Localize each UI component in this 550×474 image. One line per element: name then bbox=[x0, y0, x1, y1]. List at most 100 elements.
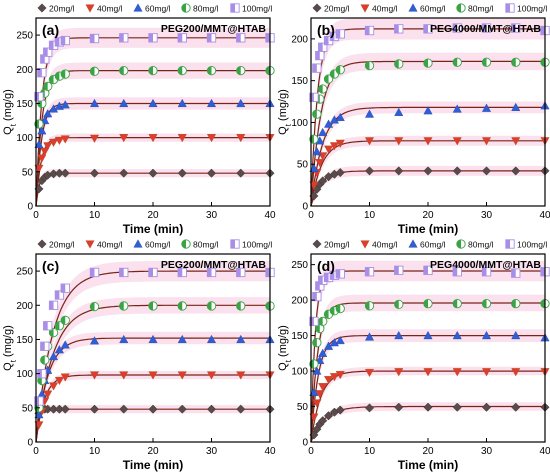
data-point bbox=[148, 371, 158, 380]
data-point bbox=[481, 57, 492, 67]
data-point bbox=[60, 340, 70, 349]
x-tick-label: 10 bbox=[364, 210, 376, 221]
x-tick-label: 10 bbox=[89, 210, 101, 221]
x-tick-label: 0 bbox=[308, 446, 314, 457]
data-point bbox=[481, 299, 492, 309]
data-point bbox=[309, 413, 319, 422]
data-point bbox=[119, 404, 129, 414]
data-point bbox=[423, 24, 433, 34]
data-point bbox=[364, 301, 375, 311]
data-point bbox=[364, 332, 375, 341]
data-point bbox=[318, 176, 328, 186]
data-point bbox=[148, 334, 158, 344]
data-point bbox=[335, 139, 345, 148]
data-point bbox=[324, 145, 334, 154]
x-tick-label: 0 bbox=[308, 210, 314, 221]
legend-marker bbox=[312, 239, 322, 249]
data-point bbox=[40, 147, 50, 156]
legend-label: 80mg/l bbox=[468, 240, 494, 250]
y-tick-label: 250 bbox=[291, 260, 308, 271]
confidence-band bbox=[36, 260, 270, 442]
data-point bbox=[312, 291, 322, 302]
data-point bbox=[40, 341, 50, 351]
data-point bbox=[318, 127, 328, 137]
confidence-band bbox=[36, 297, 270, 442]
data-point bbox=[177, 334, 187, 344]
data-point bbox=[148, 98, 158, 108]
data-point bbox=[364, 368, 375, 378]
data-point bbox=[423, 58, 433, 68]
panel-label: (a) bbox=[42, 22, 59, 38]
data-point bbox=[394, 330, 404, 340]
data-point bbox=[335, 29, 345, 39]
data-point bbox=[206, 267, 217, 278]
x-tick-label: 0 bbox=[33, 210, 39, 221]
chart-panel: 20mg/l 40mg/l 60mg/l 80mg/l 100mg/l 0 10 20 30 40… bbox=[277, 3, 550, 236]
data-point bbox=[312, 109, 322, 119]
x-tick-label: 30 bbox=[206, 446, 218, 457]
confidence-band bbox=[36, 331, 270, 442]
data-point bbox=[206, 65, 217, 76]
data-point bbox=[119, 334, 129, 344]
legend-marker bbox=[230, 3, 240, 13]
chart-panel: 20mg/l 40mg/l 60mg/l 80mg/l 100mg/l 0 10 20 30 40… bbox=[2, 3, 276, 236]
data-point bbox=[511, 330, 521, 340]
legend-marker bbox=[85, 4, 95, 13]
data-point bbox=[452, 368, 462, 377]
data-point bbox=[335, 112, 345, 121]
data-point bbox=[423, 265, 433, 275]
legend-label: 100mg/l bbox=[517, 4, 547, 14]
data-point bbox=[60, 135, 70, 144]
legend-marker bbox=[456, 3, 466, 13]
data-point bbox=[423, 368, 433, 377]
legend-label: 60mg/l bbox=[145, 4, 171, 14]
data-point bbox=[315, 390, 325, 399]
panel-label: (c) bbox=[42, 258, 59, 274]
data-point bbox=[329, 142, 339, 151]
data-point bbox=[49, 382, 59, 391]
confidence-band bbox=[36, 27, 270, 207]
data-point bbox=[452, 23, 462, 33]
legend-marker bbox=[360, 4, 370, 13]
data-point bbox=[481, 330, 492, 340]
data-point bbox=[511, 23, 521, 33]
x-tick-label: 10 bbox=[89, 446, 101, 457]
data-point bbox=[40, 355, 50, 365]
y-tick-label: 100 bbox=[291, 118, 308, 129]
data-point bbox=[89, 267, 100, 278]
data-point bbox=[452, 57, 462, 67]
data-point bbox=[148, 404, 158, 414]
data-point bbox=[49, 351, 59, 361]
data-point bbox=[206, 404, 217, 414]
data-point bbox=[89, 33, 100, 44]
data-point bbox=[364, 60, 375, 71]
data-point bbox=[394, 265, 404, 275]
data-point bbox=[364, 137, 375, 146]
data-point bbox=[315, 323, 325, 334]
data-point bbox=[206, 371, 217, 380]
data-point bbox=[60, 373, 70, 382]
data-point bbox=[481, 23, 492, 33]
legend-label: 40mg/l bbox=[372, 4, 398, 14]
data-point bbox=[324, 376, 334, 385]
data-point bbox=[206, 168, 217, 178]
data-point bbox=[236, 65, 246, 76]
legend-label: 80mg/l bbox=[193, 240, 219, 250]
legend-label: 80mg/l bbox=[468, 4, 494, 14]
data-point bbox=[511, 299, 521, 309]
data-point bbox=[119, 168, 129, 178]
data-point bbox=[206, 98, 217, 108]
chart-title: PEG200/MMT@HTAB bbox=[161, 259, 267, 271]
data-point bbox=[206, 334, 217, 344]
data-point bbox=[452, 402, 462, 412]
data-point bbox=[236, 267, 246, 278]
data-point bbox=[60, 69, 70, 79]
data-point bbox=[60, 168, 70, 178]
y-tick-label: 200 bbox=[16, 301, 33, 312]
legend-label: 60mg/l bbox=[420, 240, 446, 250]
data-point bbox=[34, 410, 44, 419]
data-point bbox=[54, 136, 64, 145]
data-point bbox=[312, 399, 322, 408]
data-point bbox=[48, 300, 59, 310]
chart-title: PEG4000/MMT@HTAB bbox=[430, 259, 541, 271]
